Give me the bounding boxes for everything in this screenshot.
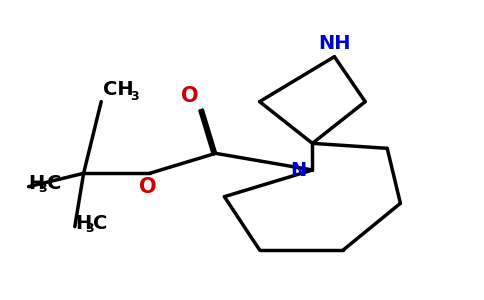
Text: 3: 3	[39, 182, 47, 195]
Text: O: O	[181, 86, 198, 106]
Text: H: H	[29, 174, 45, 193]
Text: 3: 3	[85, 222, 93, 235]
Text: H: H	[75, 214, 91, 233]
Text: N: N	[290, 161, 306, 181]
Text: C: C	[93, 214, 107, 233]
Text: 3: 3	[130, 90, 139, 103]
Text: CH: CH	[103, 80, 134, 99]
Text: O: O	[139, 177, 156, 197]
Text: NH: NH	[318, 34, 350, 53]
Text: C: C	[46, 174, 61, 193]
